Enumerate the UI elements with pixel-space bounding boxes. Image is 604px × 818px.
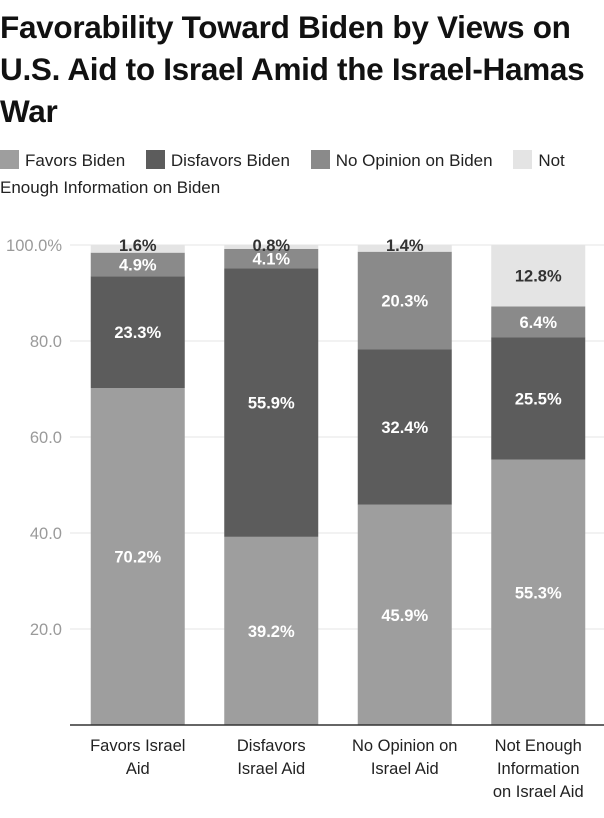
category-label-line: Not Enough xyxy=(495,737,582,755)
data-label: 4.1% xyxy=(252,251,290,269)
chart-legend: Favors Biden Disfavors Biden No Opinion … xyxy=(0,147,604,201)
legend-item-favors-biden: Favors Biden xyxy=(0,150,141,170)
category-label-line: Disfavors xyxy=(237,737,306,755)
legend-label: Favors Biden xyxy=(25,151,126,170)
chart-title: Favorability Toward Biden by Views on U.… xyxy=(0,9,585,129)
data-label: 39.2% xyxy=(248,623,295,641)
category-label-line: Favors Israel xyxy=(90,737,185,755)
data-label: 1.4% xyxy=(386,237,424,255)
data-label: 25.5% xyxy=(515,390,562,408)
data-label: 4.9% xyxy=(119,256,157,274)
bar-segment xyxy=(357,251,452,350)
y-tick-label: 40.0 xyxy=(30,525,62,543)
bar-segment xyxy=(224,245,319,249)
category-label: Favors Israel Aid xyxy=(90,737,185,778)
legend-swatch xyxy=(0,150,19,169)
category-label-line: Aid xyxy=(126,760,150,778)
category-label-line: No Opinion on xyxy=(352,737,458,755)
category-label-line: Israel Aid xyxy=(237,760,305,778)
bar-segment xyxy=(491,306,586,338)
data-label: 70.2% xyxy=(114,549,161,567)
category-label-line: Israel Aid xyxy=(371,760,439,778)
data-label: 20.3% xyxy=(381,292,428,310)
bar-segment xyxy=(224,536,319,725)
category-label-line: Information xyxy=(497,760,580,778)
bar-segment xyxy=(224,248,319,269)
legend-label: Disfavors Biden xyxy=(170,151,290,170)
legend-label: Not Enough Information on Biden xyxy=(0,151,565,197)
category-label: Not Enough Information on Israel Aid xyxy=(493,737,584,801)
bar-segment xyxy=(90,252,185,277)
data-label: 12.8% xyxy=(515,268,562,286)
legend-swatch xyxy=(145,150,165,169)
bar-segment xyxy=(491,337,586,460)
bar-segment xyxy=(224,268,319,537)
data-label: 45.9% xyxy=(381,607,428,625)
category-label-line: on Israel Aid xyxy=(493,783,584,801)
data-label: 55.9% xyxy=(248,395,295,413)
legend-swatch xyxy=(513,150,533,169)
data-label: 23.3% xyxy=(114,324,161,342)
bar-segment xyxy=(491,245,586,307)
bar-segment xyxy=(357,349,452,505)
data-label: 55.3% xyxy=(515,584,562,602)
data-label: 0.8% xyxy=(252,237,290,255)
y-tick-label: 100.0% xyxy=(6,237,62,255)
data-label: 32.4% xyxy=(381,419,428,437)
bar-segment xyxy=(491,459,586,725)
legend-item-disfavors-biden: Disfavors Biden xyxy=(145,150,306,170)
legend-item-no-opinion-biden: No Opinion on Biden xyxy=(310,150,509,170)
bar-segment xyxy=(357,504,452,725)
bar-segment xyxy=(90,245,185,253)
category-label: Disfavors Israel Aid xyxy=(237,737,306,778)
legend-swatch xyxy=(310,150,330,169)
legend-item-not-enough-info-biden: Not Enough Information on Biden xyxy=(0,150,565,197)
category-label: No Opinion on Israel Aid xyxy=(352,737,458,778)
y-tick-label: 60.0 xyxy=(30,429,62,447)
data-label: 1.6% xyxy=(119,237,157,255)
legend-label: No Opinion on Biden xyxy=(335,151,493,170)
bar-segment xyxy=(90,276,185,389)
y-tick-label: 80.0 xyxy=(30,333,62,351)
bar-segment xyxy=(357,245,452,252)
data-label: 6.4% xyxy=(519,314,557,332)
y-tick-label: 20.0 xyxy=(30,621,62,639)
bar-segment xyxy=(90,388,185,725)
